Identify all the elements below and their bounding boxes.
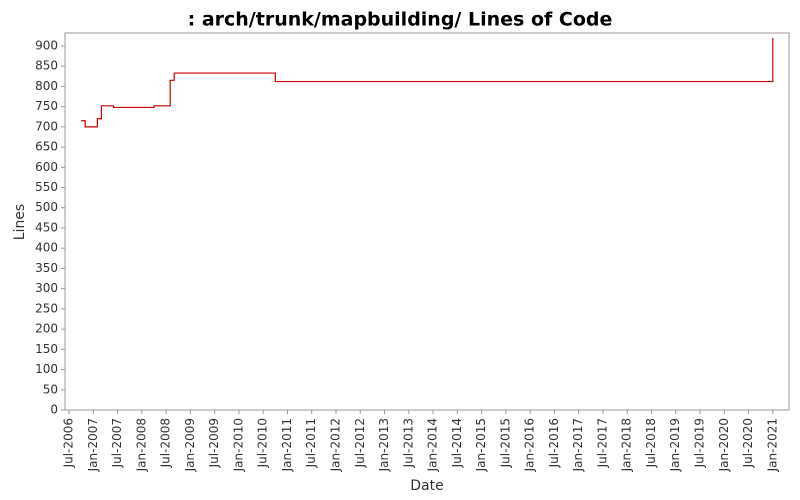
x-tick-label: Jan-2010: [231, 418, 245, 472]
plot-area: [64, 32, 790, 411]
x-tick-label: Jul-2006: [62, 418, 76, 468]
y-tick-label: 0: [50, 403, 58, 417]
x-tick-label: Jul-2010: [256, 418, 270, 468]
x-tick-label: Jan-2020: [717, 418, 731, 472]
x-tick-label: Jul-2018: [644, 418, 658, 468]
x-tick-label: Jul-2020: [741, 418, 755, 468]
y-tick-label: 750: [35, 99, 58, 113]
x-tick-label: Jan-2011: [280, 418, 294, 472]
x-tick-label: Jul-2014: [450, 418, 464, 468]
x-tick-label: Jul-2007: [110, 418, 124, 468]
x-tick-label: Jul-2016: [547, 418, 561, 468]
x-tick-label: Jan-2019: [668, 418, 682, 472]
x-tick-label: Jul-2015: [498, 418, 512, 468]
x-tick-label: Jan-2018: [620, 418, 634, 472]
y-axis-title: Lines: [12, 204, 28, 240]
y-tick-label: 450: [35, 220, 58, 234]
y-tick-label: 550: [35, 180, 58, 194]
y-tick-label: 100: [35, 362, 58, 376]
y-tick-label: 50: [43, 382, 58, 396]
y-tick-label: 250: [35, 301, 58, 315]
x-tick-label: Jan-2008: [134, 418, 148, 472]
x-tick-label: Jul-2019: [693, 418, 707, 468]
y-tick-label: 650: [35, 140, 58, 154]
x-tick-label: Jan-2016: [523, 418, 537, 472]
y-tick-label: 700: [35, 119, 58, 133]
y-tick-label: 400: [35, 241, 58, 255]
x-tick-label: Jul-2011: [304, 418, 318, 468]
y-tick-label: 500: [35, 200, 58, 214]
x-tick-label: Jul-2013: [401, 418, 415, 468]
x-tick-label: Jan-2013: [377, 418, 391, 472]
y-tick-label: 800: [35, 79, 58, 93]
x-tick-label: Jan-2009: [183, 418, 197, 472]
x-tick-label: Jan-2007: [86, 418, 100, 472]
x-tick-label: Jul-2012: [353, 418, 367, 468]
y-tick-label: 850: [35, 59, 58, 73]
y-tick-label: 350: [35, 261, 58, 275]
y-tick-label: 150: [35, 342, 58, 356]
x-tick-label: Jan-2017: [571, 418, 585, 472]
y-tick-label: 200: [35, 322, 58, 336]
data-line: [81, 37, 774, 128]
x-tick-label: Jul-2008: [159, 418, 173, 468]
x-tick-label: Jan-2012: [328, 418, 342, 472]
x-tick-label: Jan-2014: [426, 418, 440, 472]
x-tick-label: Jul-2017: [595, 418, 609, 468]
x-tick-label: Jan-2021: [765, 418, 779, 472]
x-tick-label: Jan-2015: [474, 418, 488, 472]
y-tick-label: 900: [35, 38, 58, 52]
chart-title: : arch/trunk/mapbuilding/ Lines of Code: [188, 9, 613, 31]
y-tick-label: 300: [35, 281, 58, 295]
x-tick-label: Jul-2009: [207, 418, 221, 468]
x-axis-title: Date: [410, 478, 443, 494]
y-tick-label: 600: [35, 160, 58, 174]
